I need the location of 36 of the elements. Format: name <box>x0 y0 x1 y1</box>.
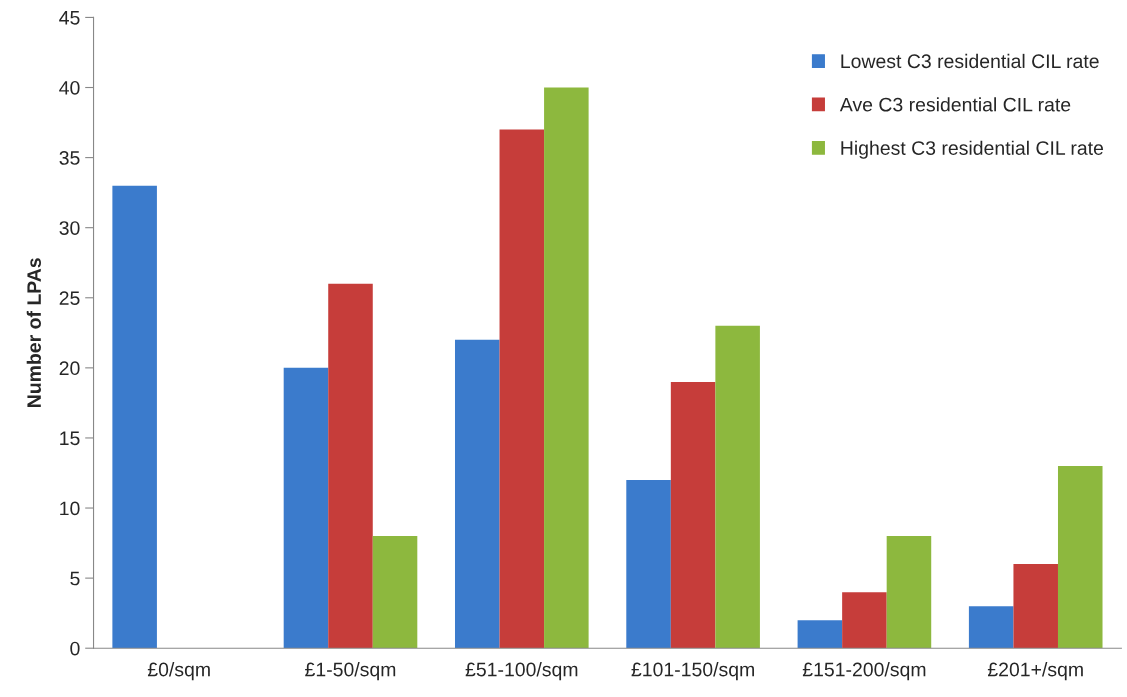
y-tick-label: 15 <box>60 431 80 446</box>
x-tick-label: £201+/sqm <box>987 662 1083 681</box>
bar <box>842 592 887 649</box>
legend-label: Ave C3 residential CIL rate <box>839 97 1071 112</box>
bar <box>112 185 157 649</box>
y-tick-label: 40 <box>59 80 80 95</box>
bar <box>283 367 329 649</box>
bar <box>499 129 545 649</box>
y-tick-label: 10 <box>60 501 80 516</box>
bar <box>328 283 373 649</box>
bar <box>626 480 671 649</box>
legend-label: Lowest C3 residential CIL rate <box>841 53 1099 69</box>
bar <box>886 536 932 649</box>
bar <box>797 620 843 649</box>
x-tick-label: £101-150/sqm <box>631 662 754 681</box>
y-axis-title: Number of LPAs <box>26 258 41 407</box>
y-tick-label: 5 <box>70 571 80 586</box>
bar <box>544 87 589 649</box>
y-tick-label: 30 <box>59 221 80 235</box>
bar <box>670 381 716 649</box>
bar <box>1013 564 1058 649</box>
y-tick-label: 35 <box>59 151 80 165</box>
bar <box>715 325 760 649</box>
x-tick-label: £0/sqm <box>147 662 210 681</box>
x-tick-label: £151-200/sqm <box>802 662 926 681</box>
bar <box>1057 465 1103 649</box>
x-tick-label: £1-50/sqm <box>305 662 396 681</box>
bar <box>454 339 500 649</box>
y-tick-label: 25 <box>59 291 80 306</box>
bar <box>372 536 418 649</box>
y-tick-label: 20 <box>59 361 80 376</box>
bar <box>968 606 1014 649</box>
x-tick-label: £51-100/sqm <box>465 662 578 681</box>
legend-label: Highest C3 residential CIL rate <box>841 140 1104 159</box>
y-tick-label: 45 <box>59 11 80 25</box>
y-tick-label: 0 <box>70 641 80 656</box>
